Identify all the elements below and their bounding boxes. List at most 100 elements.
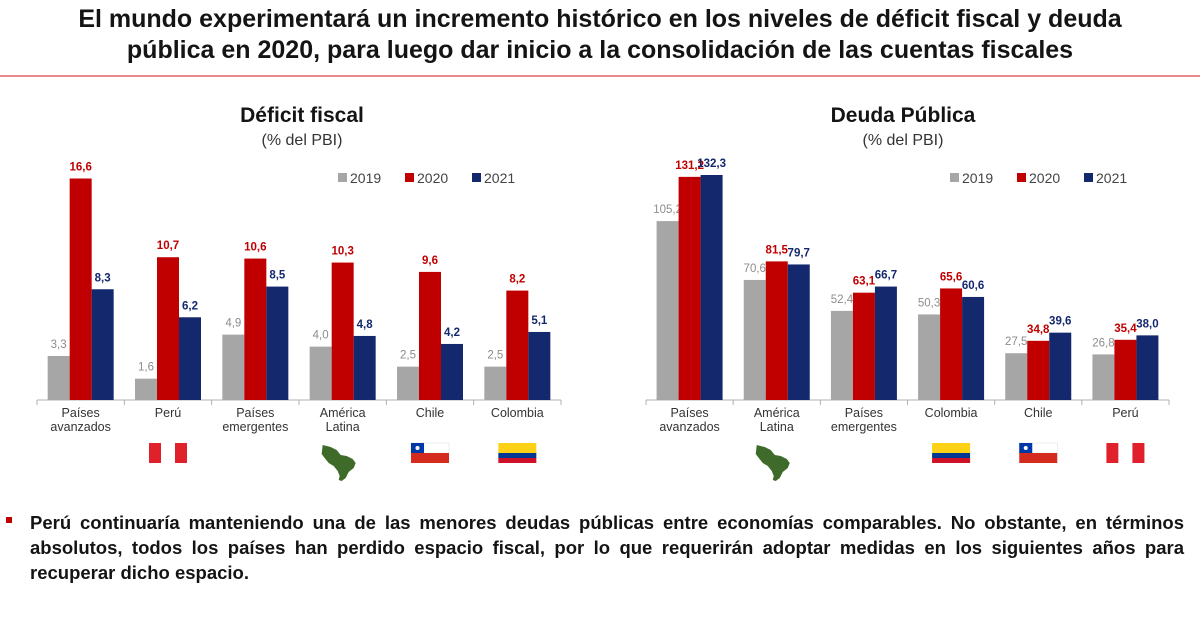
bar	[1049, 332, 1072, 400]
bar	[309, 346, 332, 400]
category-label: Colombia	[925, 406, 978, 420]
flag-star	[1023, 446, 1028, 450]
latin-america-map-icon	[321, 445, 356, 481]
chart-title: Déficit fiscal	[240, 104, 364, 127]
data-label: 4,9	[225, 318, 241, 330]
legend-swatch	[405, 173, 414, 182]
footnote-text: Perú continuaría manteniendo una de las …	[30, 512, 1184, 583]
data-label: 131,2	[675, 160, 704, 172]
bar	[700, 175, 723, 400]
legend-label: 2020	[1029, 170, 1060, 186]
bar	[787, 264, 810, 400]
category-label: América	[754, 406, 800, 420]
data-label: 6,2	[182, 300, 198, 312]
bar	[918, 314, 941, 400]
category-label: Chile	[1024, 406, 1053, 420]
data-label: 10,6	[244, 242, 266, 254]
legend-label: 2019	[350, 170, 381, 186]
bar	[765, 261, 788, 400]
data-label: 4,0	[313, 330, 329, 342]
bar	[419, 271, 441, 400]
data-label: 35,4	[1114, 323, 1137, 335]
flag-stripe	[932, 453, 971, 458]
title-divider	[0, 75, 1200, 77]
flag-peru-icon	[1106, 443, 1145, 463]
data-label: 10,3	[331, 246, 353, 258]
legend-label: 2021	[484, 170, 515, 186]
flag-stripe	[1118, 443, 1133, 463]
flag-stripe	[498, 458, 537, 463]
bar	[69, 178, 92, 400]
data-label: 5,1	[531, 315, 548, 327]
data-label: 81,5	[766, 244, 789, 256]
flag-star	[415, 446, 420, 450]
legend-label: 2021	[1096, 170, 1127, 186]
bar	[244, 258, 267, 400]
bar	[1005, 353, 1028, 400]
legend-label: 2020	[417, 170, 448, 186]
category-label: América	[320, 406, 366, 420]
chart-subtitle: (% del PBI)	[262, 132, 343, 149]
bar	[222, 334, 245, 400]
bar	[179, 317, 201, 400]
bar	[962, 296, 985, 400]
category-label: Chile	[416, 406, 445, 420]
flag-stripe	[175, 443, 187, 463]
bar	[678, 176, 701, 400]
data-label: 39,6	[1049, 316, 1071, 328]
bar	[743, 279, 766, 400]
data-label: 105,2	[653, 204, 682, 216]
page-title-line-1: El mundo experimentará un incremento his…	[78, 5, 1122, 33]
flag-chile-icon	[1019, 442, 1058, 463]
legend-swatch	[1084, 173, 1093, 182]
bullet-marker	[6, 517, 12, 523]
data-label: 10,7	[157, 240, 179, 252]
flag-colombia-icon	[932, 443, 971, 463]
bar	[830, 310, 853, 400]
data-label: 8,5	[269, 270, 286, 282]
data-label: 52,4	[831, 294, 854, 306]
chart-title: Deuda Pública	[831, 104, 976, 127]
data-label: 3,3	[51, 339, 67, 351]
flag-stripe	[1106, 443, 1119, 463]
category-label: emergentes	[222, 420, 288, 434]
bar	[397, 366, 419, 400]
bar	[441, 343, 463, 400]
category-label: emergentes	[831, 420, 897, 434]
flag-field	[411, 453, 449, 463]
legend-label: 2019	[962, 170, 993, 186]
data-label: 38,0	[1136, 318, 1158, 330]
bar	[47, 355, 70, 400]
bar	[1027, 340, 1050, 400]
data-label: 1,6	[138, 362, 154, 374]
legend-swatch	[950, 173, 959, 182]
bar	[353, 335, 376, 400]
data-label: 4,2	[444, 327, 460, 339]
bar	[1114, 339, 1137, 400]
charts-area: Déficit fiscal (% del PBI) 2019 2020 2021 3,3…	[36, 104, 1170, 481]
category-label: avanzados	[50, 420, 110, 434]
legend-swatch	[472, 173, 481, 182]
data-label: 27,5	[1005, 336, 1027, 348]
bar	[331, 262, 354, 400]
map-shape	[321, 445, 356, 481]
data-label: 8,3	[95, 272, 111, 284]
category-label: Perú	[1112, 406, 1138, 420]
flag-stripe	[498, 443, 537, 453]
bar	[874, 286, 897, 400]
category-label: Perú	[155, 406, 181, 420]
bar	[1136, 335, 1159, 400]
data-label: 65,6	[940, 271, 962, 283]
bar	[91, 289, 114, 400]
data-label: 4,8	[357, 319, 374, 331]
page-title: El mundo experimentará un incremento his…	[0, 4, 1200, 66]
bar	[157, 257, 179, 400]
category-label: Países	[62, 406, 100, 420]
flag-field	[1019, 453, 1058, 463]
category-label: Países	[845, 406, 883, 420]
category-label: avanzados	[659, 420, 719, 434]
category-label: Latina	[326, 420, 360, 434]
data-label: 26,8	[1092, 337, 1114, 349]
flag-stripe	[149, 443, 161, 463]
map-shape	[755, 445, 790, 481]
